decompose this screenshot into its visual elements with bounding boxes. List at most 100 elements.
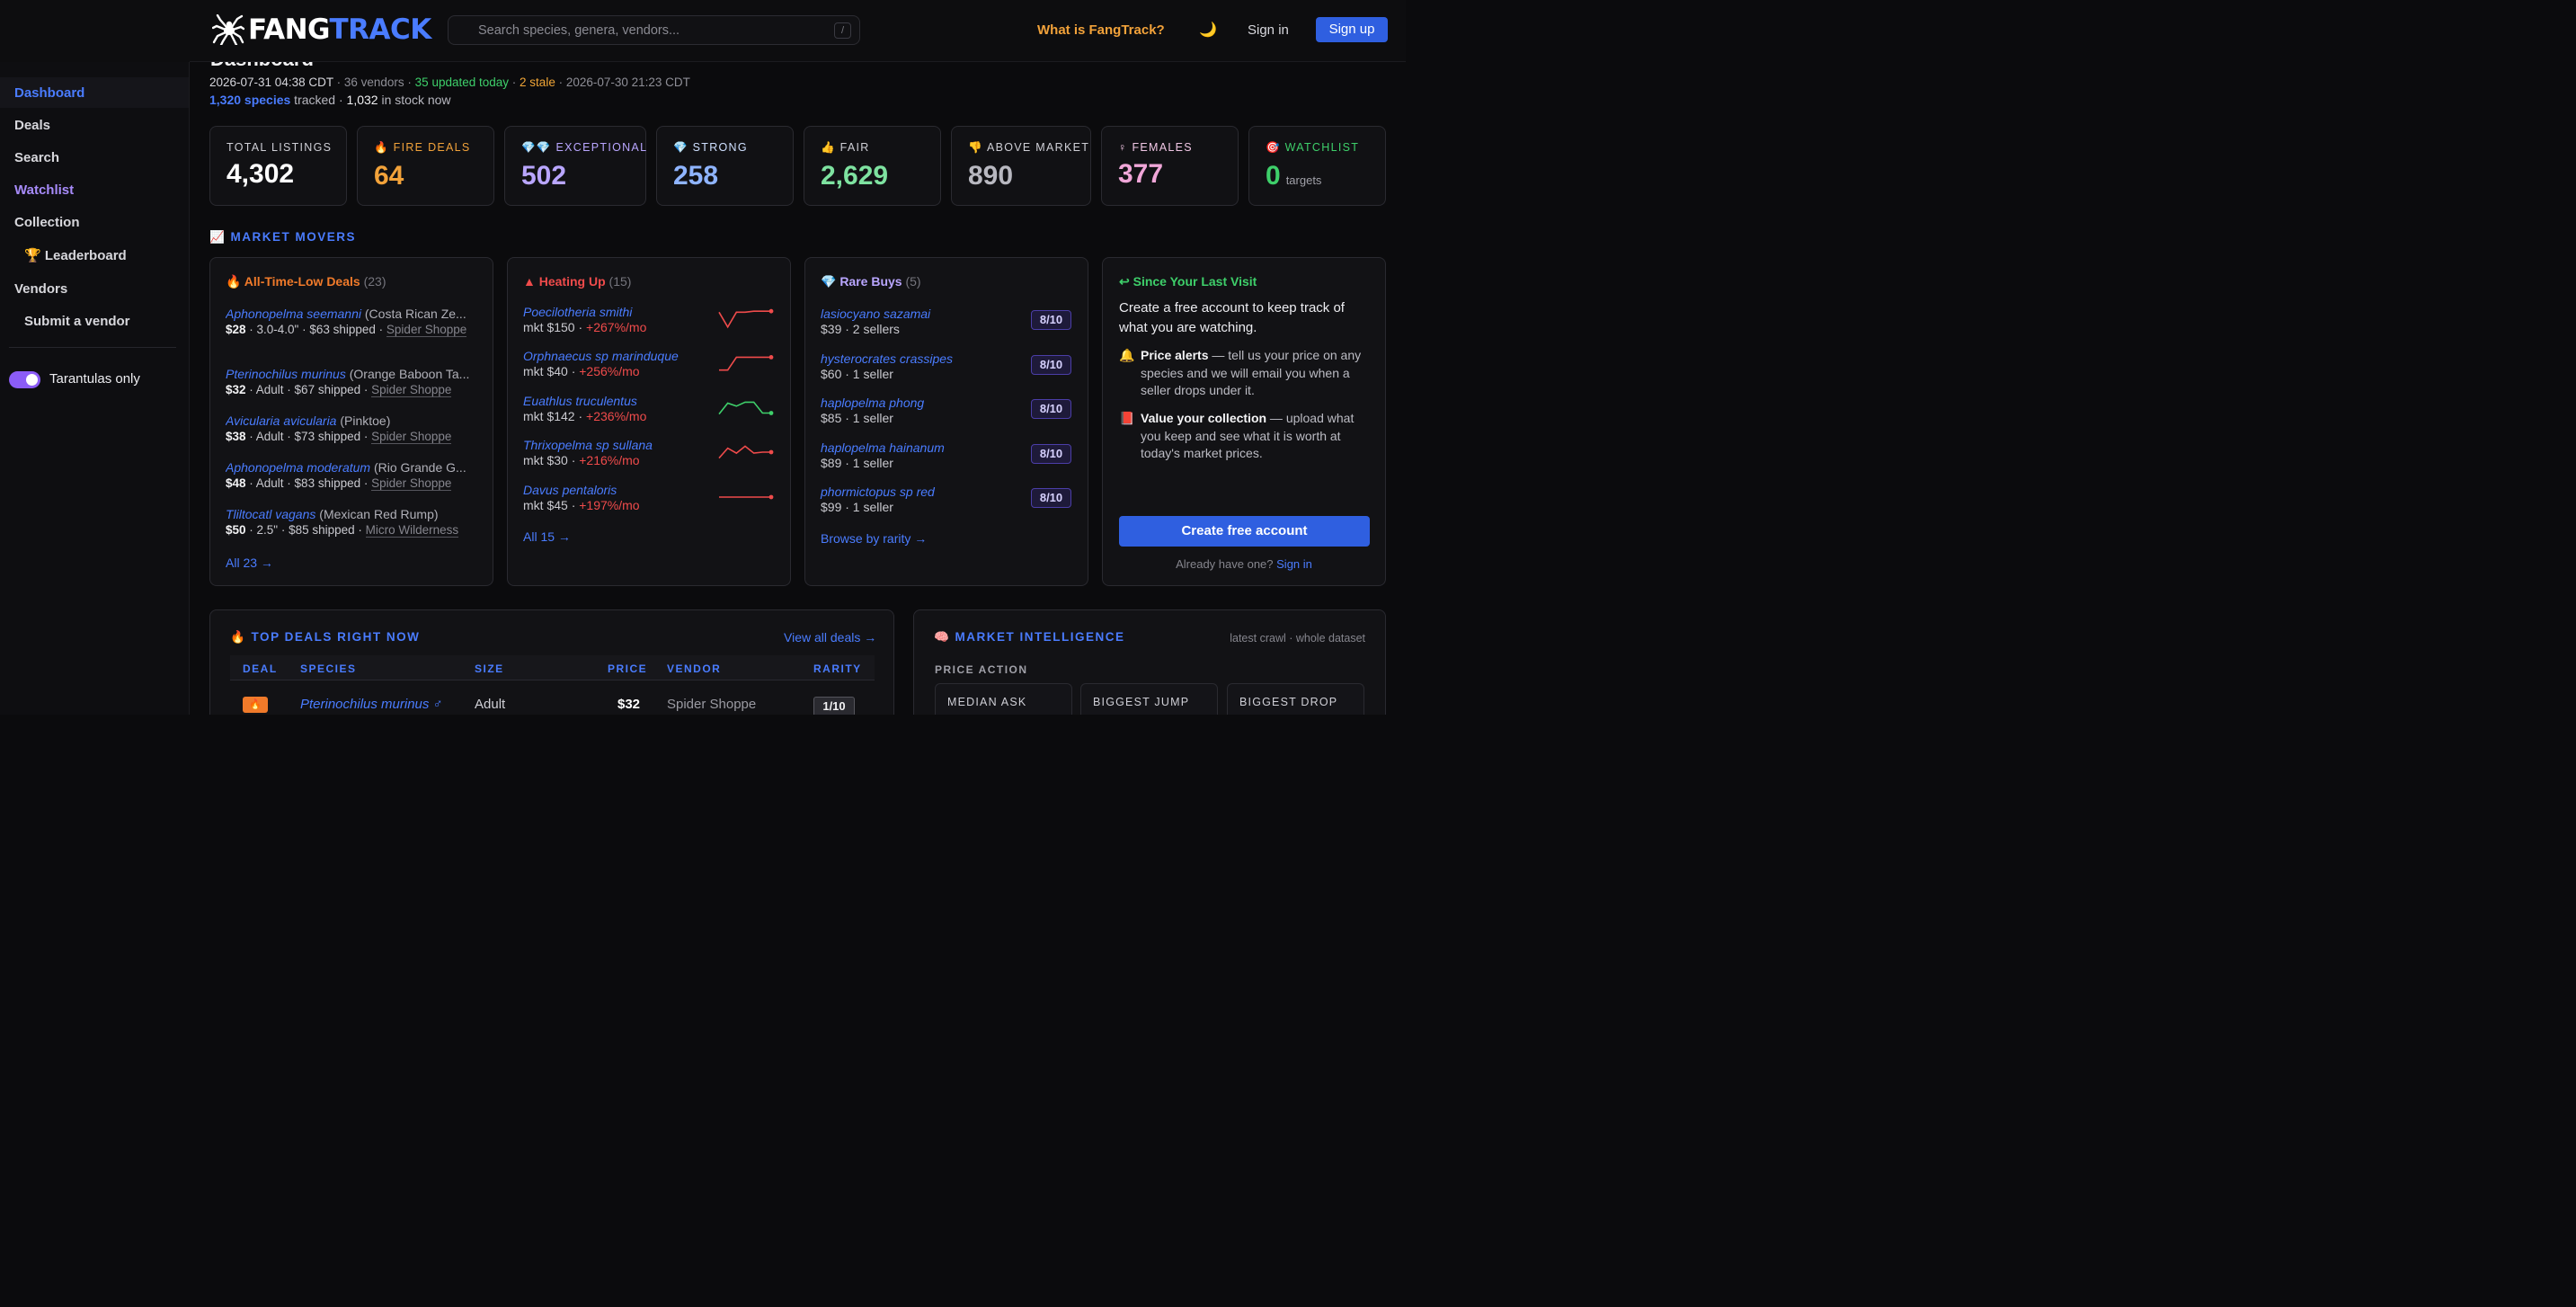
sidebar-item-dashboard[interactable]: Dashboard [14, 85, 85, 101]
stat-card-total-listings[interactable]: TOTAL LISTINGS 4,302 [209, 126, 347, 206]
species-link[interactable]: phormictopus sp red [821, 485, 935, 499]
heating-up-panel: ▲ Heating Up (15) Poecilotheria smithi m… [507, 257, 791, 586]
species-link[interactable]: Davus pentaloris [523, 483, 617, 497]
sidebar-item-deals[interactable]: Deals [14, 118, 51, 133]
crawl-time: 2026-07-31 04:38 CDT [209, 76, 333, 89]
tracked-text: tracked · [290, 93, 347, 107]
list-item[interactable]: Orphnaecus sp marinduque mkt $40 · +256%… [523, 349, 679, 378]
separator: · [511, 76, 517, 89]
sidebar-item-search[interactable]: Search [14, 150, 60, 165]
species-link[interactable]: hysterocrates crassipes [821, 351, 954, 366]
search-input[interactable]: Search species, genera, vendors... / [448, 15, 860, 45]
theme-toggle-icon[interactable]: 🌙 [1199, 22, 1217, 38]
list-item[interactable]: haplopelma phong $85 · 1 seller [821, 396, 924, 425]
species-link[interactable]: haplopelma phong [821, 396, 925, 410]
price: $38 [226, 430, 246, 443]
browse-rarity-link[interactable]: Browse by rarity → [821, 531, 928, 546]
species-link[interactable]: Aphonopelma moderatum [226, 460, 371, 475]
common-name: (Rio Grande G... [374, 460, 466, 475]
vendor-link[interactable]: Spider Shoppe [371, 383, 452, 397]
list-item[interactable]: haplopelma hainanum $89 · 1 seller [821, 440, 945, 470]
sign-up-button[interactable]: Sign up [1316, 17, 1388, 42]
stat-card-above-market[interactable]: 👎 ABOVE MARKET 890 [951, 126, 1091, 206]
list-item[interactable]: phormictopus sp red $99 · 1 seller [821, 485, 935, 514]
species-count[interactable]: 1,320 species [209, 93, 291, 107]
all-time-low-panel: 🔥 All-Time-Low Deals (23) Aphonopelma se… [209, 257, 493, 586]
view-all-deals-link[interactable]: View all deals → [784, 630, 877, 645]
logo[interactable]: FANGTRACK [212, 13, 431, 46]
stat-card-strong[interactable]: 💎 STRONG 258 [656, 126, 794, 206]
sidebar-item-watchlist[interactable]: Watchlist [14, 182, 75, 198]
stat-sub: targets [1285, 173, 1322, 187]
list-item[interactable]: Thrixopelma sp sullana mkt $30 · +216%/m… [523, 438, 653, 467]
column-header[interactable]: VENDOR [667, 662, 722, 675]
sidebar-item-leaderboard[interactable]: 🏆 Leaderboard [24, 248, 127, 263]
stat-value: 2,629 [821, 161, 889, 191]
all-deals-link[interactable]: All 23 → [226, 556, 273, 570]
sidebar-item-submit-vendor[interactable]: Submit a vendor [24, 314, 130, 329]
species-link[interactable]: Thrixopelma sp sullana [523, 438, 653, 452]
list-item[interactable]: lasiocyano sazamai $39 · 2 sellers [821, 307, 930, 336]
all-heating-link[interactable]: All 15 → [523, 529, 571, 544]
updated-today: 35 updated today [414, 76, 510, 89]
column-header[interactable]: SPECIES [300, 662, 357, 675]
sign-in-link[interactable]: Sign in [1276, 557, 1312, 571]
sidebar-item-vendors[interactable]: Vendors [14, 281, 68, 297]
stat-card-watchlist[interactable]: 🎯 WATCHLIST 0 targets [1248, 126, 1386, 206]
tarantulas-only-toggle[interactable] [9, 371, 40, 388]
list-item[interactable]: Euathlus truculentus mkt $142 · +236%/mo [523, 394, 646, 423]
stat-card-fair[interactable]: 👍 FAIR 2,629 [804, 126, 941, 206]
vendor-cell[interactable]: Spider Shoppe [667, 697, 757, 712]
list-item[interactable]: hysterocrates crassipes $60 · 1 seller [821, 351, 953, 381]
list-item[interactable]: Tliltocatl vagans (Mexican Red Rump) $50… [226, 507, 482, 538]
what-is-link[interactable]: What is FangTrack? [1037, 22, 1165, 38]
vendor-link[interactable]: Spider Shoppe [386, 323, 467, 337]
list-item[interactable]: Avicularia avicularia (Pinktoe) $38 · Ad… [226, 413, 482, 444]
column-header[interactable]: SIZE [475, 662, 504, 675]
sparkline [718, 401, 774, 415]
vendor-link[interactable]: Micro Wilderness [365, 523, 459, 538]
top-bar-left-blank [0, 0, 190, 62]
vendor-count: · 36 vendors · [336, 76, 412, 89]
sidebar: Dashboard Deals Search Watchlist Collect… [0, 62, 190, 715]
column-header[interactable]: RARITY [813, 662, 862, 675]
list-item[interactable]: Aphonopelma seemanni (Costa Rican Ze... … [226, 307, 482, 337]
price-action-label: PRICE ACTION [935, 663, 1028, 676]
species-link[interactable]: Avicularia avicularia [226, 413, 337, 428]
details: · 2.5" · $85 shipped · [245, 523, 366, 537]
species-link[interactable]: lasiocyano sazamai [821, 307, 931, 321]
sidebar-item-collection[interactable]: Collection [14, 215, 80, 230]
list-item[interactable]: Davus pentaloris mkt $45 · +197%/mo [523, 483, 640, 512]
tarantulas-only-label: Tarantulas only [49, 371, 140, 387]
book-icon: 📕 [1119, 411, 1135, 425]
column-header[interactable]: PRICE [608, 662, 648, 675]
column-header[interactable]: DEAL [243, 662, 278, 675]
stat-card-females[interactable]: ♀ FEMALES 377 [1101, 126, 1239, 206]
rarity-badge: 8/10 [1031, 399, 1071, 419]
species-link[interactable]: Pterinochilus murinus ♂ [300, 697, 443, 712]
species-link[interactable]: Aphonopelma seemanni [226, 307, 361, 321]
list-item[interactable]: Pterinochilus murinus (Orange Baboon Ta.… [226, 367, 482, 397]
rarity-badge: 1/10 [813, 697, 855, 715]
sign-in-link[interactable]: Sign in [1248, 22, 1289, 38]
panel-count: (15) [608, 274, 632, 289]
common-name: (Pinktoe) [340, 413, 391, 428]
vendor-link[interactable]: Spider Shoppe [371, 430, 452, 444]
species-link[interactable]: haplopelma hainanum [821, 440, 945, 455]
vendor-link[interactable]: Spider Shoppe [371, 476, 452, 491]
sparkline-line [718, 310, 771, 329]
species-link[interactable]: Poecilotheria smithi [523, 305, 633, 319]
spider-icon [212, 14, 244, 45]
list-item[interactable]: Aphonopelma moderatum (Rio Grande G... $… [226, 460, 482, 491]
species-link[interactable]: Pterinochilus murinus [226, 367, 346, 381]
list-item[interactable]: Poecilotheria smithi mkt $150 · +267%/mo [523, 305, 646, 334]
stat-card-fire-deals[interactable]: 🔥 FIRE DEALS 64 [357, 126, 494, 206]
all-time-low-title: 🔥 All-Time-Low Deals (23) [226, 274, 386, 289]
species-link[interactable]: Tliltocatl vagans [226, 507, 316, 521]
logo-track: TRACK [329, 13, 431, 46]
stat-card-exceptional[interactable]: 💎💎 EXCEPTIONAL 502 [504, 126, 646, 206]
bullet-title: Value your collection [1141, 411, 1267, 425]
species-link[interactable]: Orphnaecus sp marinduque [523, 349, 679, 363]
create-account-button[interactable]: Create free account [1119, 516, 1370, 547]
species-link[interactable]: Euathlus truculentus [523, 394, 637, 408]
